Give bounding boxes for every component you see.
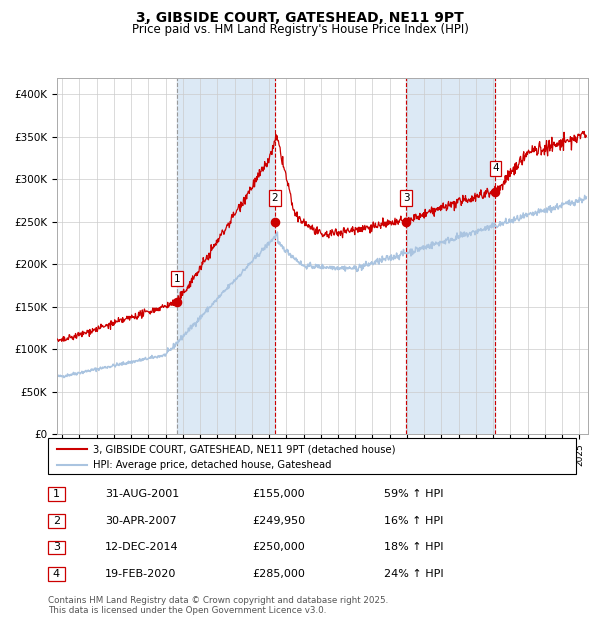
Text: Price paid vs. HM Land Registry's House Price Index (HPI): Price paid vs. HM Land Registry's House … — [131, 23, 469, 36]
Text: 1: 1 — [174, 273, 181, 284]
Text: £155,000: £155,000 — [252, 489, 305, 499]
Point — [172, 298, 182, 308]
Text: 3: 3 — [53, 542, 60, 552]
Text: 4: 4 — [492, 163, 499, 174]
Point — [270, 217, 280, 227]
Text: 12-DEC-2014: 12-DEC-2014 — [105, 542, 179, 552]
Point — [491, 187, 500, 197]
Text: Contains HM Land Registry data © Crown copyright and database right 2025.
This d: Contains HM Land Registry data © Crown c… — [48, 596, 388, 615]
Text: £249,950: £249,950 — [252, 516, 305, 526]
Point — [401, 217, 411, 227]
Text: 3, GIBSIDE COURT, GATESHEAD, NE11 9PT (detached house): 3, GIBSIDE COURT, GATESHEAD, NE11 9PT (d… — [93, 444, 395, 454]
Text: 3: 3 — [403, 193, 409, 203]
Text: 59% ↑ HPI: 59% ↑ HPI — [384, 489, 443, 499]
Text: 31-AUG-2001: 31-AUG-2001 — [105, 489, 179, 499]
Text: 3, GIBSIDE COURT, GATESHEAD, NE11 9PT: 3, GIBSIDE COURT, GATESHEAD, NE11 9PT — [136, 11, 464, 25]
Text: 16% ↑ HPI: 16% ↑ HPI — [384, 516, 443, 526]
Text: HPI: Average price, detached house, Gateshead: HPI: Average price, detached house, Gate… — [93, 460, 331, 471]
Text: £285,000: £285,000 — [252, 569, 305, 579]
Text: 2: 2 — [53, 516, 60, 526]
Text: 24% ↑ HPI: 24% ↑ HPI — [384, 569, 443, 579]
Text: 2: 2 — [271, 193, 278, 203]
Bar — [406, 78, 496, 434]
Text: 4: 4 — [53, 569, 60, 579]
Text: 30-APR-2007: 30-APR-2007 — [105, 516, 176, 526]
Text: 19-FEB-2020: 19-FEB-2020 — [105, 569, 176, 579]
Text: £250,000: £250,000 — [252, 542, 305, 552]
Text: 18% ↑ HPI: 18% ↑ HPI — [384, 542, 443, 552]
Bar — [177, 78, 275, 434]
Text: 1: 1 — [53, 489, 60, 499]
